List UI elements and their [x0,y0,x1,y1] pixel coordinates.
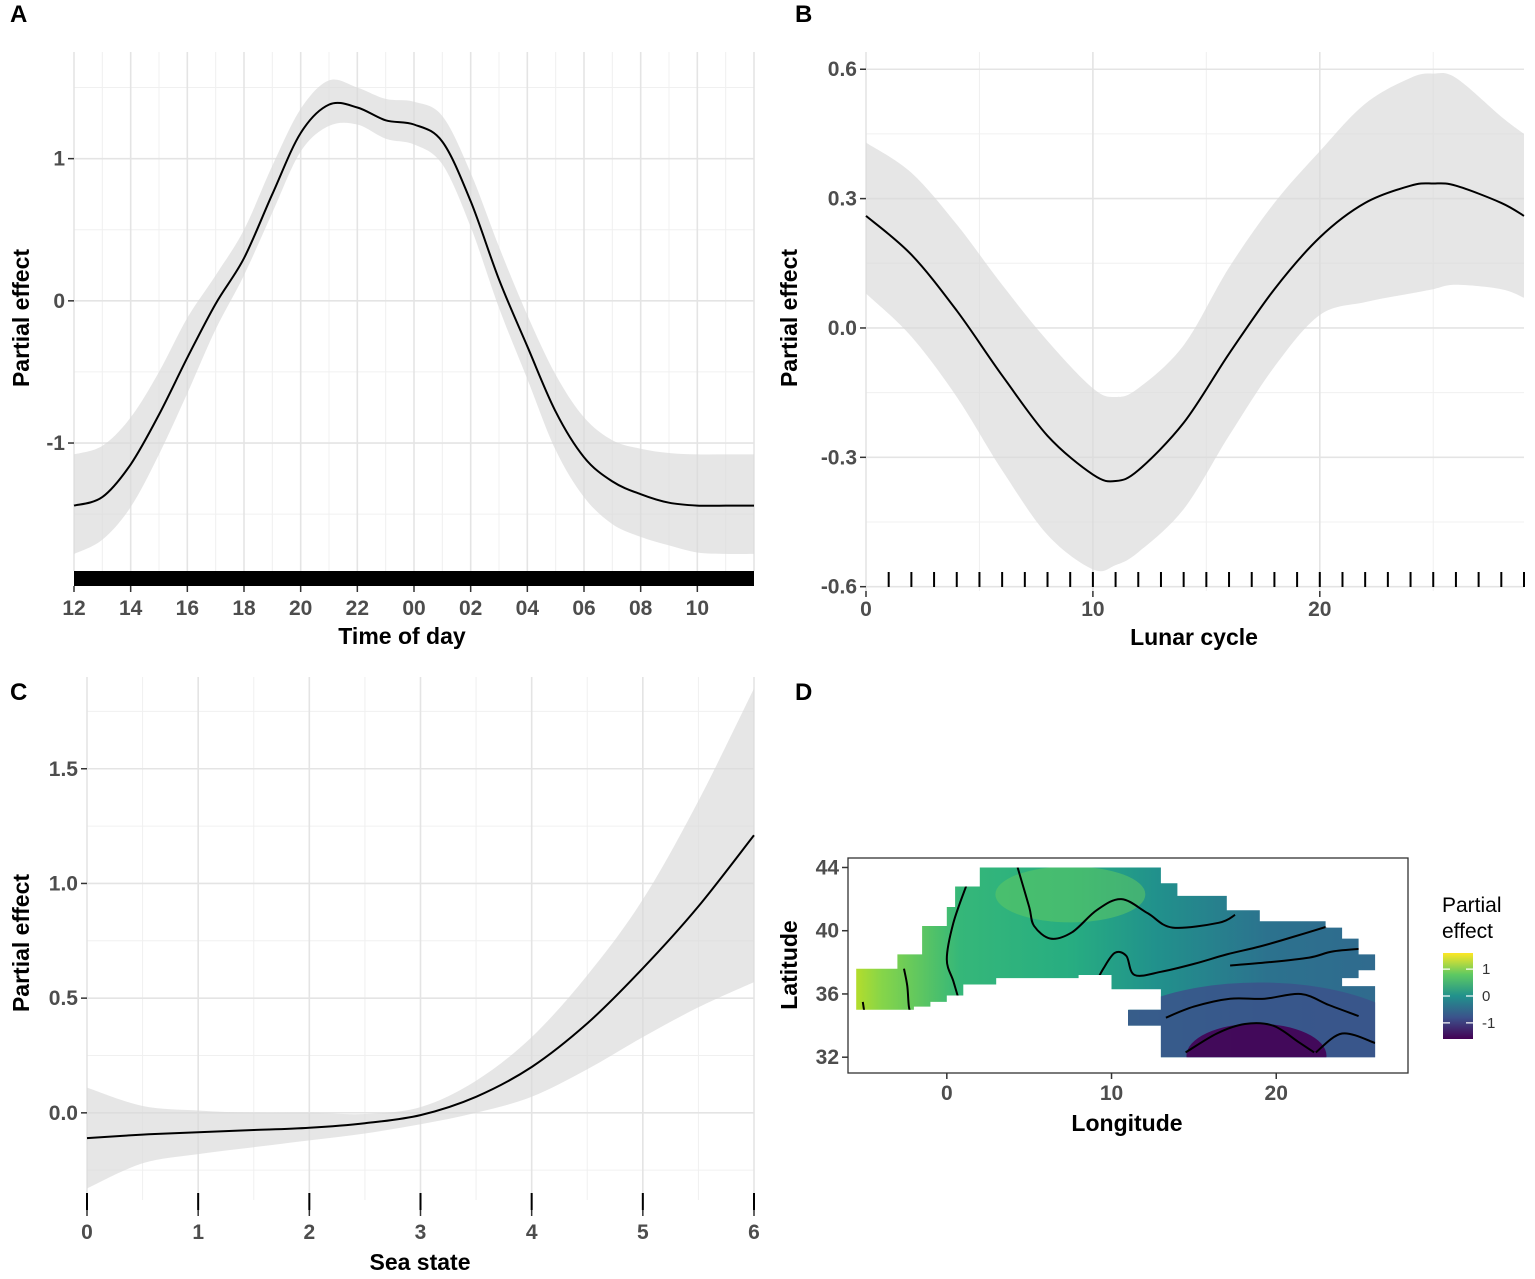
panel-letter-c: C [10,679,27,706]
y-tick-label: 0.5 [49,987,79,1010]
legend-title-line2: effect [1442,920,1493,943]
x-tick-label: 10 [1081,598,1104,621]
x-tick-label: 00 [402,597,425,620]
y-tick-label: 36 [816,983,839,1006]
panel-b-y-title: Partial effect [776,249,802,387]
x-tick-label: 2 [303,1221,315,1244]
effect-high-patch [995,867,1146,923]
y-tick-label: 1.0 [49,872,78,895]
panel-c-y-title: Partial effect [8,874,34,1012]
fit-line [865,182,1525,483]
confidence-band [87,688,754,1189]
y-tick-label: 40 [816,920,839,943]
x-tick-label: 10 [686,597,709,620]
panel-letter-a: A [10,1,27,28]
x-tick-label: 4 [526,1221,538,1244]
y-tick-label: 0.0 [828,317,857,340]
y-tick-label: -1 [46,432,65,455]
data-rug-bar [74,571,754,586]
x-tick-label: 5 [637,1221,649,1244]
x-tick-label: 20 [289,597,312,620]
panel-d-y-title: Latitude [776,920,802,1009]
x-tick-label: 14 [119,597,143,620]
x-tick-label: 0 [81,1221,93,1244]
x-tick-label: 20 [1265,1082,1288,1105]
x-tick-label: 18 [232,597,256,620]
confidence-band [74,79,754,555]
panel-b-lunar-cycle: 0.6 0.3 0.0 -0.3 -0.60 10 20 [821,52,1525,621]
effect-lowest-patch [1186,1023,1327,1058]
x-tick-label: 1 [192,1221,204,1244]
legend-label: 1 [1482,961,1490,978]
x-tick-label: 02 [459,597,482,620]
legend-ticks: 1 0 -1 [1443,961,1495,1032]
panel-c-sea-state: 1.5 1.0 0.5 0.0 0 1 2 3 4 5 6 [49,677,760,1244]
x-tick-label: 22 [346,597,369,620]
panel-letter-d: D [795,679,812,706]
y-tick-label: 0.0 [49,1102,78,1125]
panel-d-spatial-map: 0 10 20 44 40 36 32 [816,856,1409,1105]
contour-line [1315,1032,1376,1054]
contour-line [1230,947,1372,967]
x-tick-label: 10 [1100,1082,1123,1105]
y-tick-label: 0 [53,290,65,313]
y-tick-label: -0.3 [821,446,857,469]
y-tick-label: 1.5 [49,758,79,781]
panel-letter-b: B [795,1,812,28]
confidence-band [866,73,1524,572]
x-tick-label: 3 [415,1221,427,1244]
x-tick-label: 12 [62,597,85,620]
legend-label: 0 [1482,988,1490,1005]
panel-d-x-title: Longitude [1071,1110,1182,1136]
x-tick-label: 06 [572,597,595,620]
y-tick-label: 1 [53,148,65,171]
fit-line [73,101,754,507]
legend-title-line1: Partial [1442,894,1502,917]
contour-line [1095,925,1330,982]
panel-b-x-title: Lunar cycle [1130,624,1258,650]
panel-a-x-title: Time of day [338,623,466,649]
x-tick-label: 04 [516,597,540,620]
legend-label: -1 [1482,1015,1495,1032]
y-tick-label: 44 [816,856,840,879]
y-tick-label: 0.6 [828,58,857,81]
panel-a-time-of-day: 10-112 14 16 18 20 22 00 02 04 06 08 10 [46,52,755,620]
panel-a-y-title: Partial effect [8,249,34,387]
x-tick-label: 0 [860,598,872,621]
contour-line [1016,867,1236,940]
x-tick-label: 6 [748,1221,760,1244]
contour-line [1165,992,1359,1019]
y-tick-label: -0.6 [821,576,857,599]
panel-c-x-title: Sea state [369,1249,470,1275]
y-tick-label: 0.3 [828,188,857,211]
y-tick-label: 32 [816,1046,839,1069]
fit-line [86,834,755,1140]
x-tick-label: 08 [629,597,653,620]
x-tick-label: 20 [1308,598,1331,621]
x-tick-label: 16 [176,597,199,620]
x-tick-label: 0 [941,1082,953,1105]
contour-line [1185,1022,1315,1054]
